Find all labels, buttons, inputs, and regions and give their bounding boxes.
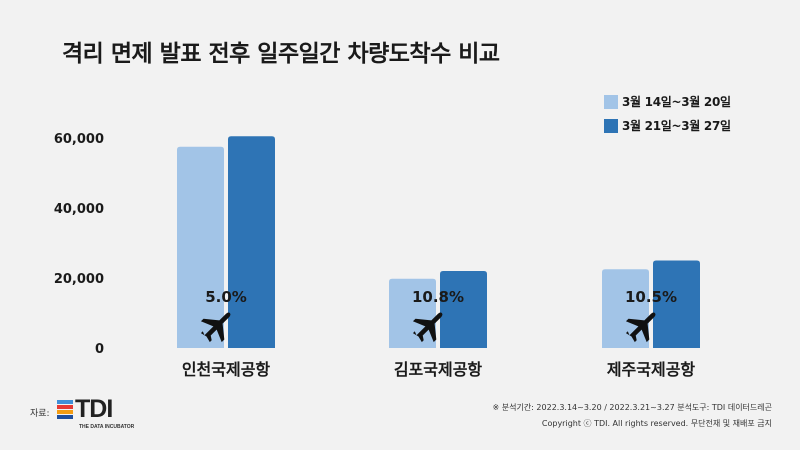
y-tick-label: 0	[95, 342, 104, 357]
logo-stripe	[57, 400, 73, 404]
bar	[228, 136, 275, 348]
bar	[440, 271, 487, 348]
x-tick-label: 제주국제공항	[607, 360, 696, 379]
airplane-icon	[200, 312, 231, 343]
airplane-icon-shape	[412, 312, 443, 343]
logo-stripe	[57, 415, 73, 419]
logo-text: TDI	[75, 395, 113, 423]
logo-stripe	[57, 405, 73, 409]
growth-annotation: 10.8%	[412, 288, 464, 306]
logo-stripe	[57, 410, 73, 414]
chart-legend: 3월 14일~3월 20일 3월 21일~3월 27일	[604, 92, 731, 140]
airplane-icon-shape	[200, 312, 231, 343]
y-tick-label: 20,000	[54, 272, 104, 287]
airplane-icon	[625, 312, 656, 343]
source-label: 자료:	[30, 409, 50, 419]
legend-label-week1: 3월 14일~3월 20일	[622, 95, 731, 109]
growth-annotation: 5.0%	[205, 288, 247, 306]
legend-swatch-week1	[604, 94, 618, 109]
airplane-icon-shape	[625, 312, 656, 343]
bar	[653, 260, 700, 348]
analysis-note: ※ 분석기간: 2022.3.14~3.20 / 2022.3.21~3.27 …	[492, 403, 773, 412]
copyright-note: Copyright ⓒ TDI. All rights reserved. 무단…	[541, 419, 772, 428]
logo-stripes-icon	[57, 400, 73, 420]
logo-subtitle: THE DATA INCUBATOR	[79, 424, 135, 430]
legend-label-week2: 3월 21일~3월 27일	[622, 119, 731, 133]
y-tick-label: 60,000	[54, 132, 104, 147]
y-tick-label: 40,000	[54, 202, 104, 217]
bar	[602, 269, 649, 348]
legend-swatch-week2	[604, 118, 618, 133]
x-tick-label: 인천국제공항	[182, 360, 271, 379]
growth-annotation: 10.5%	[625, 288, 677, 306]
chart-title: 격리 면제 발표 전후 일주일간 차량도착수 비교	[62, 41, 500, 67]
airplane-icon	[412, 312, 443, 343]
x-tick-label: 김포국제공항	[394, 360, 483, 379]
bar	[177, 146, 224, 348]
legend-item-week2: 3월 21일~3월 27일	[604, 116, 731, 135]
legend-item-week1: 3월 14일~3월 20일	[604, 92, 731, 111]
